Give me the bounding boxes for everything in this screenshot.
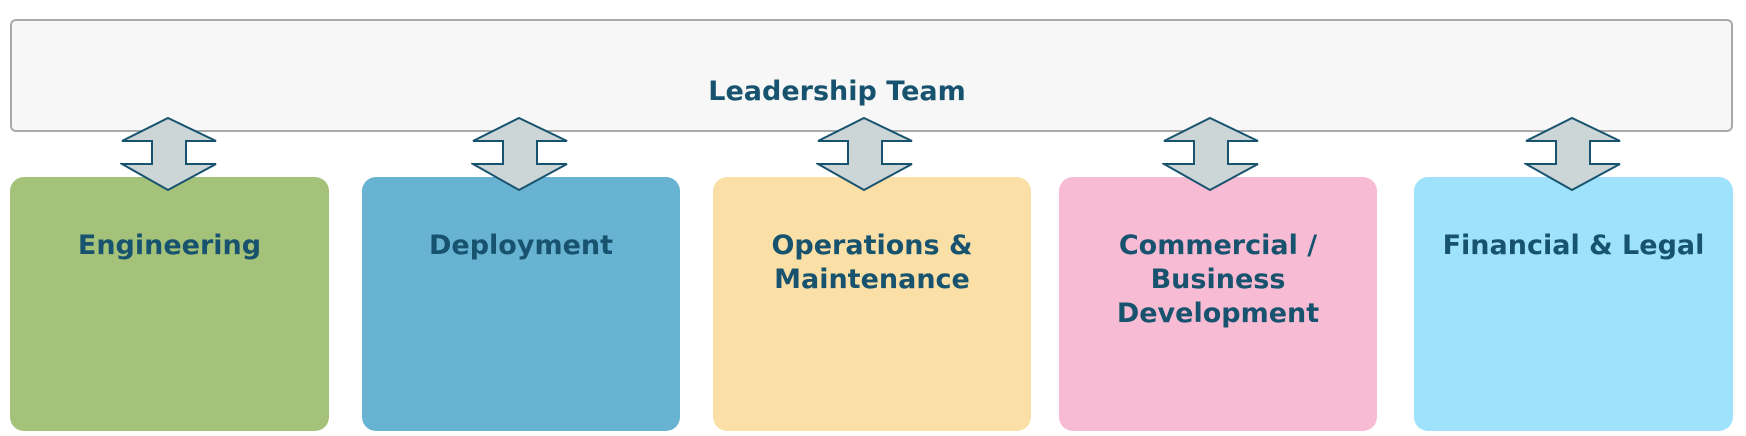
dept-label-operations-maintenance: Operations & Maintenance (713, 229, 1031, 297)
dept-box-deployment: Deployment (362, 177, 680, 431)
dept-label-line: Business (1150, 264, 1286, 295)
double-arrow-vertical-icon (120, 116, 220, 192)
dept-label-financial-legal: Financial & Legal (1414, 229, 1733, 263)
leadership-team-box: Leadership Team (10, 19, 1733, 132)
dept-label-line: Maintenance (774, 264, 970, 295)
dept-label-deployment: Deployment (362, 229, 680, 263)
connector-arrow-shape (1524, 116, 1621, 192)
connector-arrow-svg (1162, 116, 1259, 192)
dept-label-line: Development (1116, 298, 1320, 329)
dept-label-line: Engineering (77, 230, 262, 261)
dept-box-operations-maintenance: Operations & Maintenance (713, 177, 1031, 431)
connector-arrow-svg (471, 116, 568, 192)
double-arrow-vertical-icon (1524, 116, 1624, 192)
connector-arrow-svg (120, 116, 217, 192)
connector-arrow-svg (816, 116, 913, 192)
dept-label-line: Commercial / (1118, 230, 1318, 261)
dept-box-commercial-business-development: Commercial / Business Development (1059, 177, 1377, 431)
dept-box-financial-legal: Financial & Legal (1414, 177, 1733, 431)
connector-arrow-shape (1162, 116, 1259, 192)
connector-arrow-svg (1524, 116, 1621, 192)
double-arrow-vertical-icon (816, 116, 916, 192)
connector-arrow-shape (471, 116, 568, 192)
double-arrow-vertical-icon (1162, 116, 1262, 192)
double-arrow-vertical-icon (471, 116, 571, 192)
dept-label-engineering: Engineering (10, 229, 329, 263)
connector-arrow-shape (816, 116, 913, 192)
dept-label-line: Deployment (428, 230, 614, 261)
leadership-team-title: Leadership Team (708, 76, 966, 107)
dept-label-line: Financial & Legal (1442, 230, 1705, 261)
dept-box-engineering: Engineering (10, 177, 329, 431)
dept-label-commercial-business-development: Commercial / Business Development (1059, 229, 1377, 331)
dept-label-line: Operations & (771, 230, 973, 261)
connector-arrow-shape (120, 116, 217, 192)
